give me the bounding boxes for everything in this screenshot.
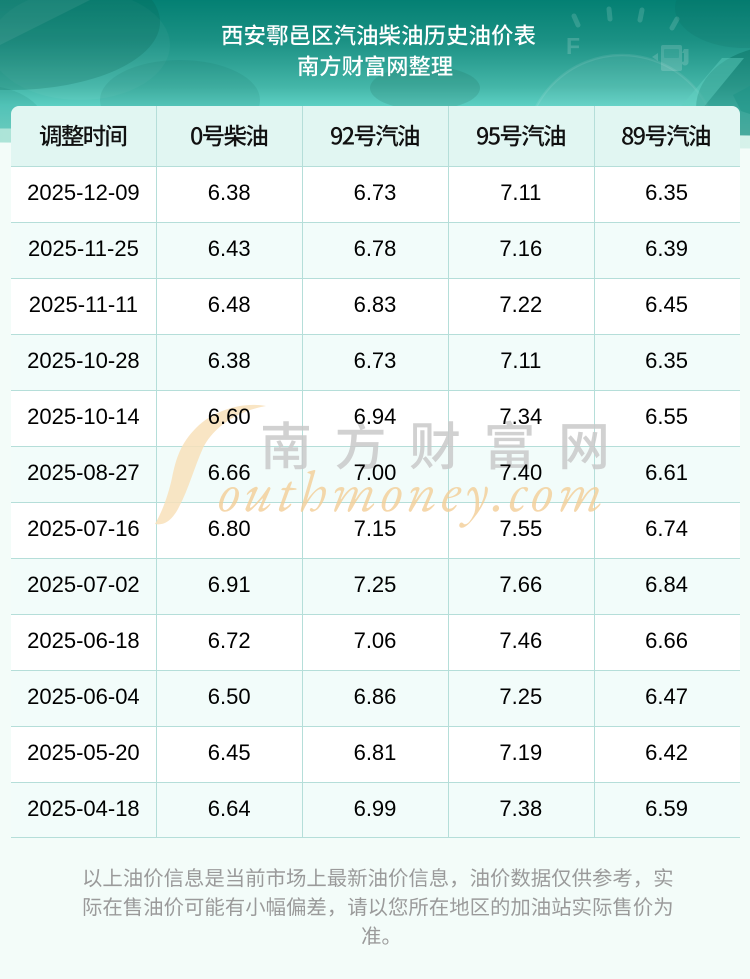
svg-text:F: F — [566, 33, 580, 59]
